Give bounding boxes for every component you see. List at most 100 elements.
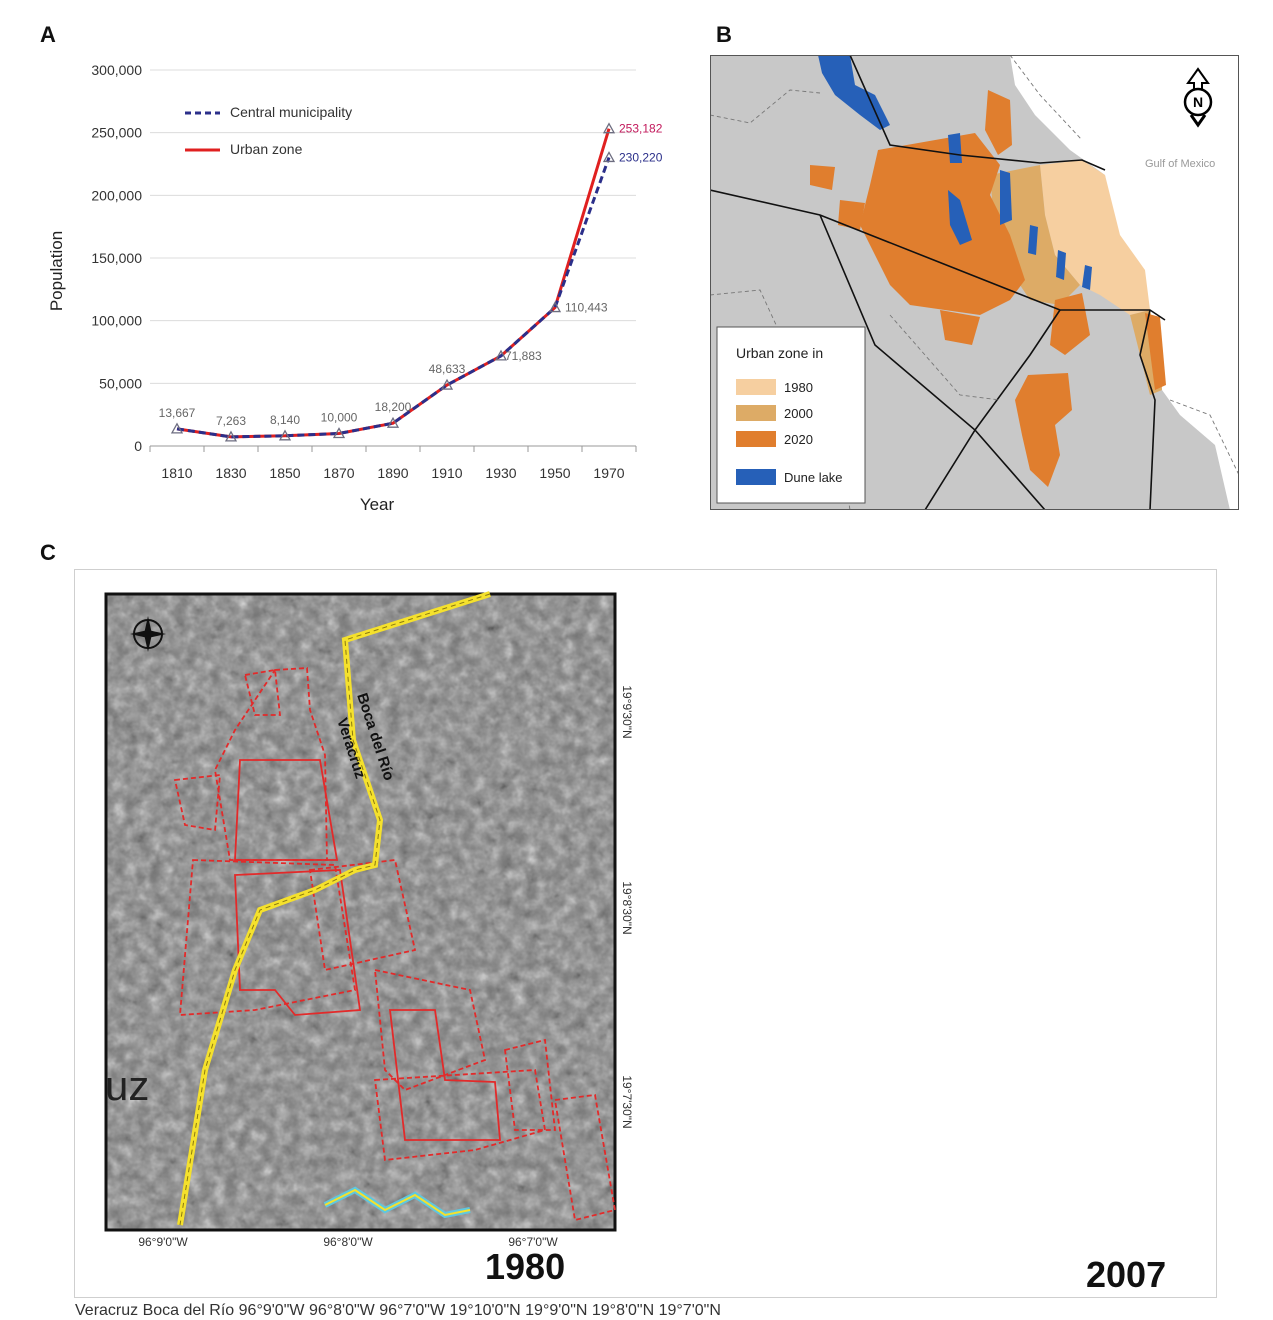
y-tick-label: 100,000 xyxy=(91,313,142,329)
x-coordinate-label: 96°8'0"W xyxy=(308,1302,375,1319)
municipal-boundaries xyxy=(710,55,1166,510)
legend-swatch-1980 xyxy=(736,379,776,395)
y-coordinate-label: 19°7'0"N xyxy=(658,1302,721,1319)
x-coordinate-label: 96°7'0"W xyxy=(508,1235,558,1249)
data-label: 18,200 xyxy=(375,400,412,414)
x-coordinate-label: 96°9'0"W xyxy=(138,1235,188,1249)
chart-series xyxy=(170,122,616,442)
legend-label-2000: 2000 xyxy=(784,406,813,421)
chart-grid xyxy=(149,69,637,452)
x-coordinate-labels-1980: 96°9'0"W 96°8'0"W 96°7'0"W xyxy=(138,1235,558,1249)
year-label-2007: 2007 xyxy=(1086,1254,1167,1295)
aerial-comparison-panel: Boca del Río Veracruz uz 96°9'0"W 96°8'0… xyxy=(74,569,1217,1319)
y-axis-label: Population xyxy=(47,231,66,311)
y-tick-label: 250,000 xyxy=(91,125,142,141)
dune-lakes xyxy=(818,55,1092,290)
x-tick-label: 1830 xyxy=(215,465,246,481)
data-label: 10,000 xyxy=(321,410,358,424)
data-point-marker xyxy=(548,301,562,313)
x-coordinate-label: 96°7'0"W xyxy=(379,1302,446,1319)
aerial-comparison-svg: Boca del Río Veracruz uz 96°9'0"W 96°8'0… xyxy=(104,591,634,1249)
data-point-marker xyxy=(440,378,454,390)
y-coordinate-label: 19°7'30"N xyxy=(620,1075,634,1128)
road-label-veracruz-2007: Veracruz xyxy=(75,1302,139,1319)
panel-letter-a: A xyxy=(40,22,56,47)
data-label: 71,883 xyxy=(505,349,542,363)
legend-label-urban-zone: Urban zone xyxy=(230,141,303,157)
x-tick-label: 1890 xyxy=(377,465,408,481)
road-labels-2007: Veracruz Boca del Río xyxy=(75,1302,239,1319)
y-tick-label: 300,000 xyxy=(91,62,142,78)
urban-growth-map: Gulf of Mexico N Urban zone in 1980 2000… xyxy=(710,55,1239,510)
panel-letter-b: B xyxy=(716,22,732,47)
legend-label-2020: 2020 xyxy=(784,432,813,447)
year-label-1980: 1980 xyxy=(485,1246,566,1287)
data-point-marker xyxy=(386,416,400,428)
y-coordinate-label: 19°8'0"N xyxy=(591,1302,655,1319)
urban-zone-2020 xyxy=(810,90,1166,487)
data-label: 7,263 xyxy=(216,414,246,428)
legend-swatch-dune-lake xyxy=(736,469,776,485)
x-tick-label: 1810 xyxy=(161,465,192,481)
aerial-photo-2007: Veracruz Boca del Río 96°9'0"W 96°8'0"W … xyxy=(75,1302,721,1319)
x-tick-label: 1930 xyxy=(485,465,516,481)
series-line-central-municipality xyxy=(176,156,611,439)
legend-label-dune-lake: Dune lake xyxy=(784,470,843,485)
study-area-solid-outlines-1980 xyxy=(234,759,501,1141)
population-line-chart: 0 50,000 100,000 150,000 200,000 250,000 300,0… xyxy=(47,62,663,514)
x-tick-labels: 1810 1830 1850 1870 1890 1910 1930 1950 1970 xyxy=(161,465,624,481)
x-tick-label: 1910 xyxy=(431,465,462,481)
x-tick-label: 1850 xyxy=(269,465,300,481)
panel-letter-c: C xyxy=(40,540,56,565)
x-tick-label: 1870 xyxy=(323,465,354,481)
y-coordinate-label: 19°9'0"N xyxy=(525,1302,588,1319)
data-point-marker xyxy=(332,427,346,439)
data-point-marker xyxy=(170,422,184,434)
north-arrow-letter: N xyxy=(1193,94,1203,110)
y-tick-labels: 0 50,000 100,000 150,000 200,000 250,000 300,0… xyxy=(91,62,142,454)
y-coordinate-label: 19°9'30"N xyxy=(620,685,634,738)
y-tick-label: 200,000 xyxy=(91,187,142,203)
x-axis-label: Year xyxy=(360,495,395,514)
x-coordinate-label: 96°8'0"W xyxy=(323,1235,373,1249)
chart-legend: Central municipality Urban zone xyxy=(185,104,352,157)
aerial-photo-1980: Boca del Río Veracruz uz 96°9'0"W 96°8'0… xyxy=(104,591,634,1249)
y-tick-label: 150,000 xyxy=(91,250,142,266)
gulf-of-mexico-water xyxy=(1010,55,1239,510)
legend-swatch-2020 xyxy=(736,431,776,447)
data-point-marker xyxy=(278,429,292,441)
data-label: 13,667 xyxy=(159,406,196,420)
x-tick-label: 1950 xyxy=(539,465,570,481)
legend-label-1980: 1980 xyxy=(784,380,813,395)
data-point-marker xyxy=(494,349,508,361)
data-point-marker xyxy=(224,430,238,442)
x-coordinate-label: 96°9'0"W xyxy=(238,1302,305,1319)
end-data-label: 253,182 xyxy=(619,122,663,136)
gulf-of-mexico-label: Gulf of Mexico xyxy=(1145,158,1215,170)
end-data-label: 230,220 xyxy=(619,150,663,164)
series-line-urban-zone xyxy=(176,128,611,439)
legend-title: Urban zone in xyxy=(736,345,823,361)
legend-swatch-2000 xyxy=(736,405,776,421)
y-coordinate-labels-2007: 19°10'0"N 19°9'0"N 19°8'0"N 19°7'0"N xyxy=(450,1302,721,1319)
y-coordinate-labels-1980: 19°9'30"N 19°8'30"N 19°7'30"N xyxy=(620,685,634,1128)
map-legend: Urban zone in 1980 2000 2020 Dune lake xyxy=(716,326,866,504)
urban-zone-1980 xyxy=(1040,160,1150,315)
compass-rose-icon-1980 xyxy=(130,616,166,652)
road-label-boca-del-rio-2007: Boca del Río xyxy=(142,1302,235,1319)
x-tick-label: 1970 xyxy=(593,465,624,481)
data-point-marker xyxy=(602,122,616,134)
y-tick-label: 0 xyxy=(134,438,142,454)
y-tick-label: 50,000 xyxy=(99,375,142,391)
north-arrow-icon: N xyxy=(1183,67,1213,128)
x-coordinate-labels-2007: 96°9'0"W 96°8'0"W 96°7'0"W xyxy=(239,1302,450,1319)
data-label: 110,443 xyxy=(565,301,608,315)
y-coordinate-label: 19°8'30"N xyxy=(620,881,634,934)
y-coordinate-label: 19°10'0"N xyxy=(449,1302,521,1319)
legend-label-central-municipality: Central municipality xyxy=(230,104,352,120)
overlay-text-uz: uz xyxy=(105,1062,149,1109)
data-label: 48,633 xyxy=(429,362,466,376)
data-point-marker xyxy=(602,151,616,163)
point-labels: 13,667 7,263 8,140 10,000 18,200 48,633 71,883… xyxy=(159,122,663,428)
data-label: 8,140 xyxy=(270,413,300,427)
